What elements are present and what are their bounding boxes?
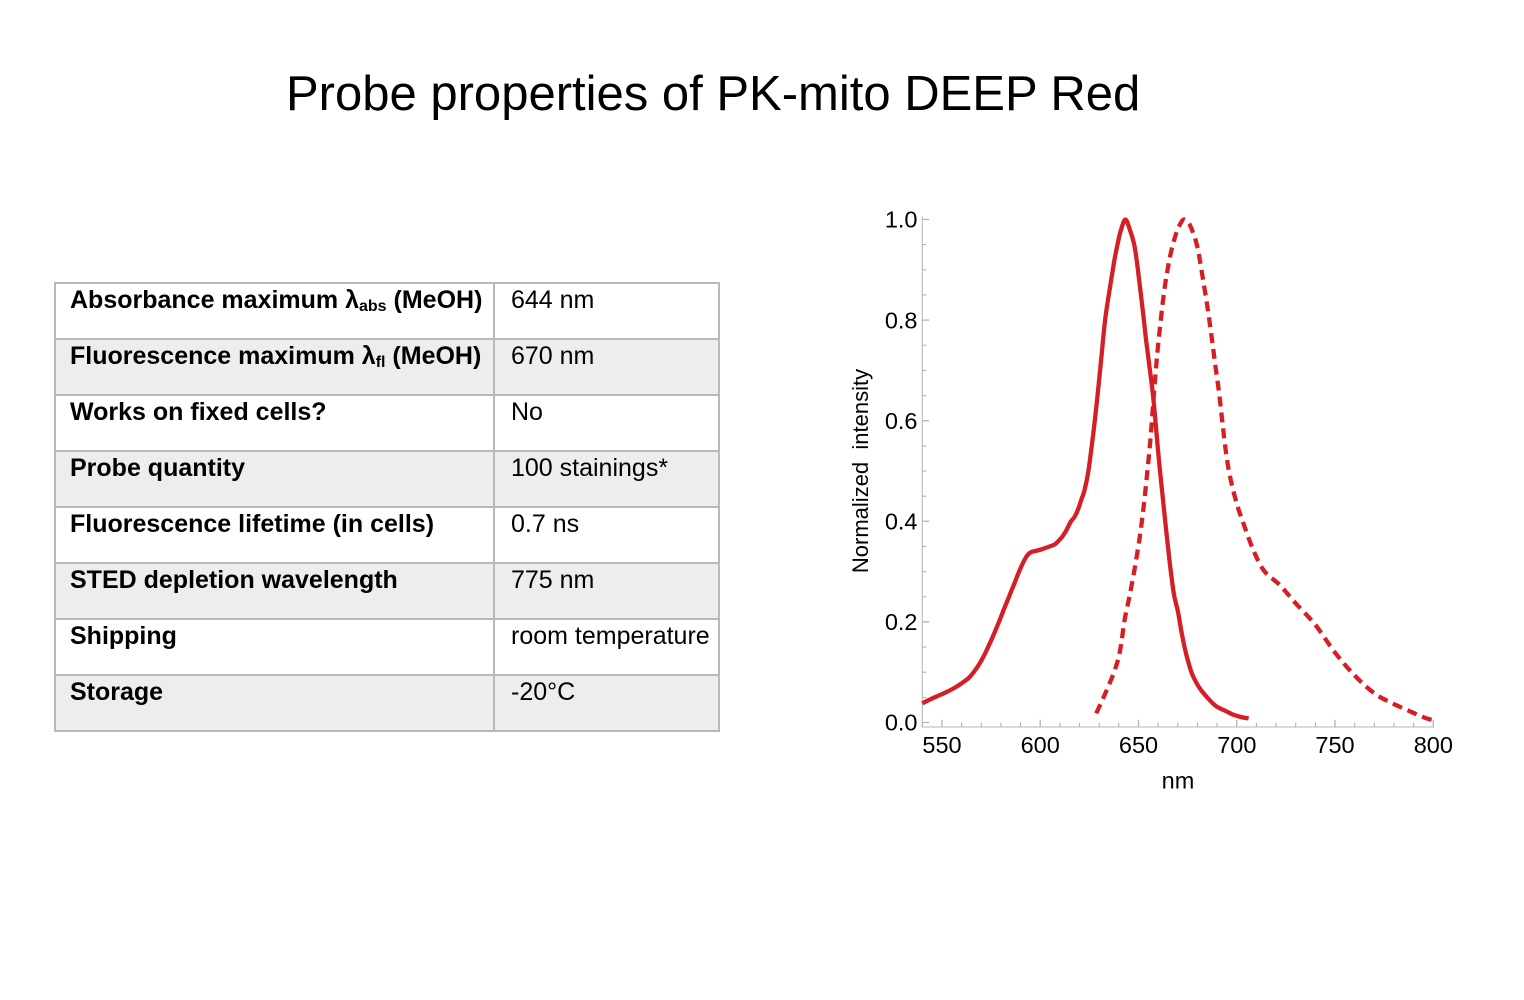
svg-text:0.2: 0.2: [885, 609, 918, 635]
svg-text:nm: nm: [1162, 768, 1195, 794]
svg-text:550: 550: [922, 732, 961, 758]
svg-text:0.4: 0.4: [885, 509, 918, 535]
svg-text:0.0: 0.0: [885, 710, 918, 736]
svg-text:0.6: 0.6: [885, 408, 918, 434]
svg-text:0.8: 0.8: [885, 307, 918, 333]
svg-text:700: 700: [1217, 732, 1256, 758]
svg-text:1.0: 1.0: [885, 207, 918, 233]
svg-text:600: 600: [1021, 732, 1060, 758]
svg-text:800: 800: [1414, 732, 1453, 758]
svg-text:750: 750: [1315, 732, 1354, 758]
svg-text:650: 650: [1119, 732, 1158, 758]
svg-text:Normalized intensity: Normalized intensity: [848, 369, 873, 573]
